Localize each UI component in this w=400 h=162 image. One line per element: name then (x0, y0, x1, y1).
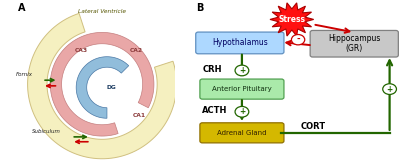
Text: CORT: CORT (300, 122, 325, 131)
FancyBboxPatch shape (200, 79, 284, 99)
Text: Adrenal Gland: Adrenal Gland (217, 130, 267, 136)
Text: DG: DG (107, 85, 117, 90)
Circle shape (383, 84, 396, 94)
Polygon shape (50, 32, 154, 136)
Text: +: + (386, 85, 393, 94)
Text: B: B (196, 3, 204, 13)
Polygon shape (76, 57, 129, 118)
Text: CA3: CA3 (74, 48, 88, 53)
FancyBboxPatch shape (196, 32, 284, 54)
Text: -: - (296, 35, 300, 44)
Text: Stress: Stress (278, 15, 305, 24)
Text: Hypothalamus: Hypothalamus (212, 38, 268, 47)
Circle shape (235, 106, 249, 117)
Text: ACTH: ACTH (202, 106, 228, 115)
Text: CA1: CA1 (133, 113, 146, 118)
Text: Lateral Ventricle: Lateral Ventricle (78, 9, 126, 14)
Text: Hippocampus
(GR): Hippocampus (GR) (328, 34, 380, 53)
Polygon shape (28, 13, 177, 159)
Polygon shape (270, 3, 314, 36)
Text: +: + (239, 107, 245, 116)
Text: +: + (239, 66, 245, 75)
FancyBboxPatch shape (310, 30, 398, 57)
Text: A: A (18, 3, 25, 13)
FancyBboxPatch shape (200, 123, 284, 143)
Text: CRH: CRH (202, 65, 222, 74)
Circle shape (235, 65, 249, 76)
Text: Fornix: Fornix (16, 72, 32, 77)
Circle shape (292, 35, 305, 45)
Text: Anterior Pituitary: Anterior Pituitary (212, 86, 272, 92)
Text: CA2: CA2 (130, 48, 143, 53)
Text: Subiculum: Subiculum (32, 129, 61, 134)
